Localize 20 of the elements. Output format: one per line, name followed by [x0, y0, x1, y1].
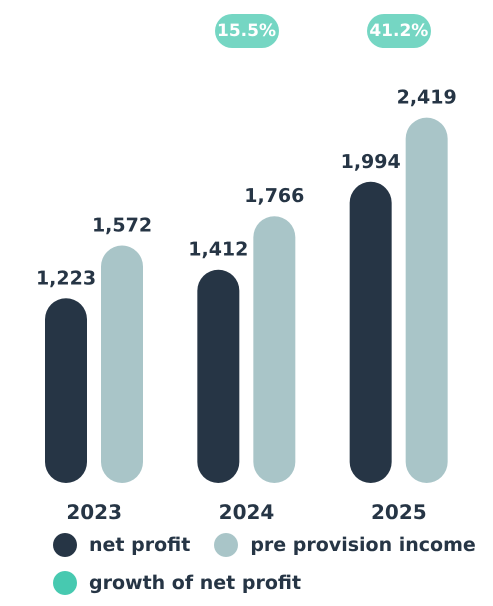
x-tick-label: 2025 — [370, 500, 427, 524]
x-tick-label: 2023 — [66, 500, 122, 524]
data-label: 1,412 — [188, 238, 248, 261]
bar — [406, 118, 448, 483]
text: 41.2% — [366, 14, 431, 48]
bar — [253, 216, 296, 483]
data-label: 1,766 — [244, 185, 304, 208]
data-label: 1,572 — [92, 214, 152, 237]
legend-label: growth of net profit — [89, 572, 302, 594]
text: 15.5% — [214, 14, 278, 48]
data-label: 1,223 — [36, 267, 96, 290]
bar — [101, 246, 143, 483]
legend-label: pre provision income — [250, 534, 476, 556]
data-label: 2,419 — [396, 86, 457, 109]
data-label: 1,994 — [340, 150, 401, 173]
legend-label: net profit — [89, 534, 190, 556]
x-tick-label: 2024 — [218, 500, 274, 524]
bar — [45, 298, 87, 483]
bar — [350, 182, 392, 483]
bar — [197, 270, 240, 483]
